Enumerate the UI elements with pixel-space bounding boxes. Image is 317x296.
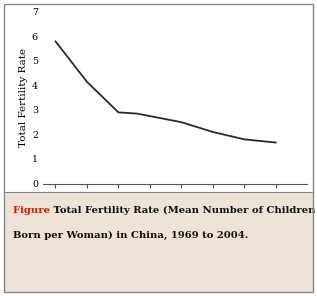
Text: Born per Woman) in China, 1969 to 2004.: Born per Woman) in China, 1969 to 2004. [13,231,248,240]
Text: Figure 1.: Figure 1. [13,206,64,215]
Text: Total Fertility Rate (Mean Number of Children: Total Fertility Rate (Mean Number of Chi… [50,206,316,215]
Y-axis label: Total Fertility Rate: Total Fertility Rate [19,48,28,147]
